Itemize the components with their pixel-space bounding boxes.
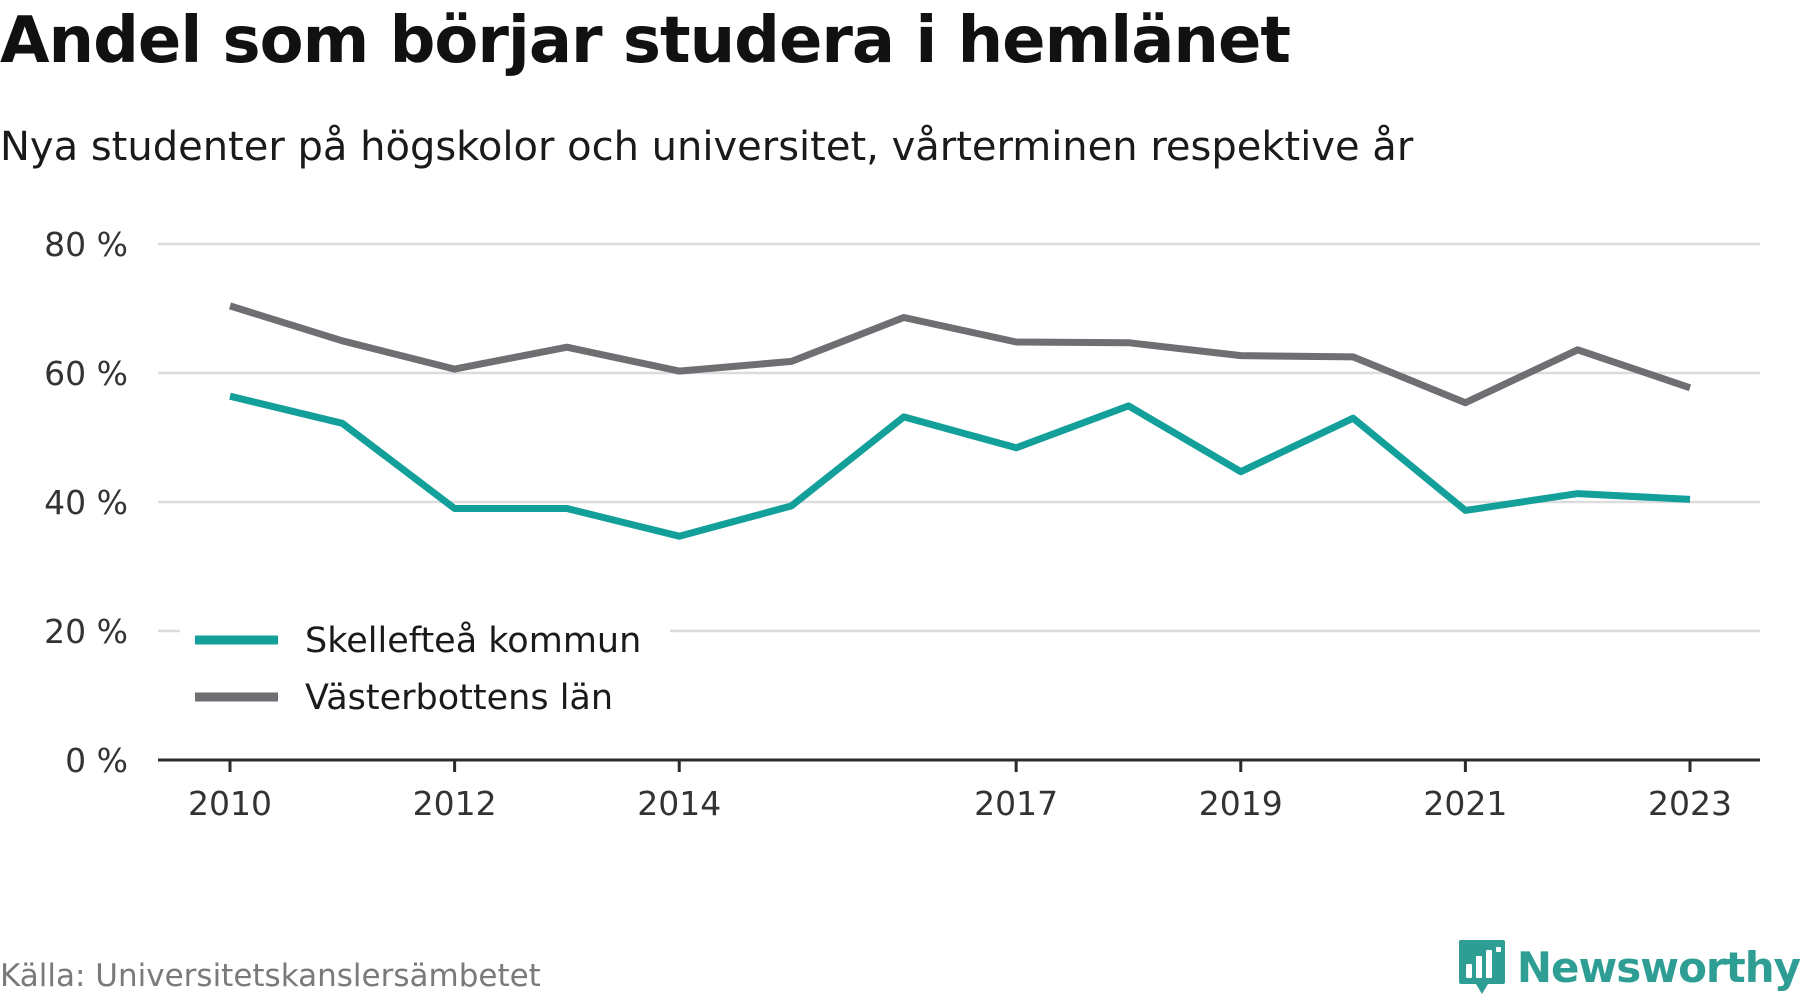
y-tick-label: 0 % bbox=[65, 741, 128, 780]
legend-entry: Skellefteå kommun bbox=[305, 620, 641, 661]
x-tick-label: 2010 bbox=[188, 784, 272, 823]
brand-logo: Newsworthy bbox=[1457, 938, 1800, 996]
x-tick-label: 2017 bbox=[974, 784, 1058, 823]
legend: Skellefteå kommun Västerbottens län bbox=[180, 606, 670, 736]
legend-background bbox=[180, 606, 670, 736]
series-lines bbox=[228, 302, 1692, 540]
y-axis-ticks: 0 % 20 % 40 % 60 % 80 % bbox=[44, 225, 128, 780]
x-axis: 2010 2012 2014 2017 2019 2021 2023 bbox=[158, 758, 1760, 823]
newsworthy-logo-icon bbox=[1458, 940, 1505, 994]
chart-subtitle: Nya studenter på högskolor och universit… bbox=[0, 124, 1414, 170]
brand-name: Newsworthy bbox=[1516, 942, 1800, 992]
series-line bbox=[228, 302, 1692, 407]
x-tick-label: 2021 bbox=[1423, 784, 1507, 823]
x-tick-label: 2019 bbox=[1199, 784, 1283, 823]
y-tick-label: 40 % bbox=[44, 483, 128, 522]
x-tick-label: 2023 bbox=[1648, 784, 1732, 823]
y-tick-label: 60 % bbox=[44, 354, 128, 393]
source-note: Källa: Universitetskanslersämbetet bbox=[0, 958, 541, 994]
series-line bbox=[229, 392, 1691, 540]
x-tick-label: 2014 bbox=[637, 784, 721, 823]
y-tick-label: 80 % bbox=[44, 225, 128, 264]
chart-title: Andel som börjar studera i hemlänet bbox=[0, 4, 1291, 78]
legend-entry: Västerbottens län bbox=[305, 678, 613, 718]
gridlines bbox=[158, 242, 1760, 633]
x-tick-label: 2012 bbox=[413, 784, 497, 823]
y-tick-label: 20 % bbox=[44, 612, 128, 651]
